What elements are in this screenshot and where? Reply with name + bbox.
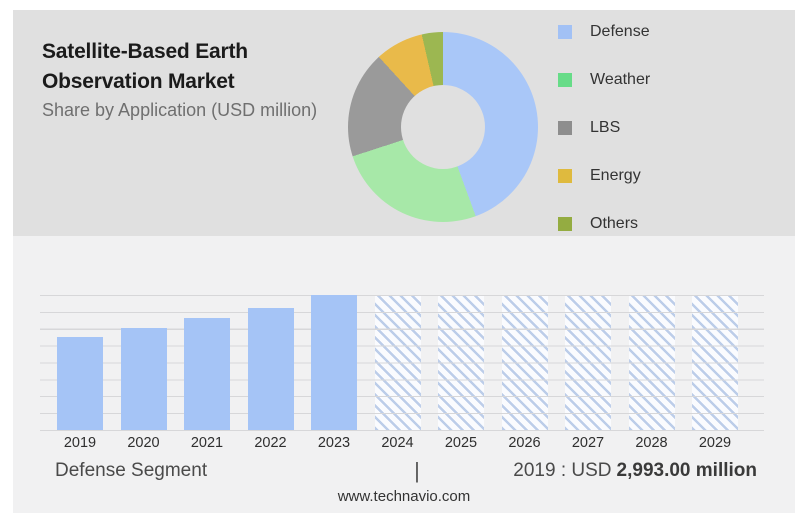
page-title-line-1: Satellite-Based Earth: [42, 40, 248, 63]
legend-item-energy: Energy: [558, 167, 650, 184]
legend-label-defense: Defense: [590, 23, 650, 40]
legend-label-energy: Energy: [590, 167, 641, 184]
bar-2023: [311, 295, 357, 430]
legend-swatch-energy: [558, 169, 572, 183]
legend-swatch-others: [558, 217, 572, 231]
donut-legend: Defense Weather LBS Energy Others: [558, 23, 651, 264]
donut-chart: [348, 32, 538, 222]
forecast-bar-2027: [565, 295, 611, 430]
header-panel: Satellite-Based Earth Observation Market…: [13, 10, 795, 236]
value-amount: 2,993.00 million: [616, 460, 757, 481]
forecast-bar-2025: [438, 295, 484, 430]
legend-item-defense: Defense: [558, 23, 650, 40]
footer-row: Defense Segment | 2019 : USD 2,993.00 mil…: [13, 458, 795, 484]
x-axis-label-2019: 2019: [63, 435, 97, 451]
x-axis-label-2025: 2025: [444, 435, 478, 451]
x-axis-label-2028: 2028: [635, 435, 668, 451]
bar-chart: [40, 295, 764, 431]
value-prefix: 2019 : USD: [513, 460, 612, 481]
website-text: www.technavio.com: [337, 488, 471, 505]
bar-2022: [247, 308, 294, 430]
x-axis-label-2022: 2022: [254, 435, 287, 451]
x-axis-label-2026: 2026: [508, 435, 541, 451]
donut-hole: [401, 85, 485, 169]
x-axis-label-2021: 2021: [190, 435, 224, 451]
x-axis-label-2027: 2027: [571, 435, 605, 451]
bar-2019: [57, 337, 103, 430]
legend-swatch-lbs: [558, 121, 572, 135]
x-axis-label-2020: 2020: [127, 435, 160, 451]
legend-swatch-weather: [558, 73, 572, 87]
legend-item-weather: Weather: [558, 71, 651, 88]
segment-label: Defense Segment: [55, 460, 208, 481]
x-axis: 2019 2020 2021 2022 2023 2024 2025 2026 2027 2028…: [40, 435, 764, 453]
forecast-bar-2024: [374, 295, 421, 430]
bar-chart-panel: 2019 2020 2021 2022 2023 2024 2025 2026 2027 2028…: [13, 236, 795, 513]
bar-2020: [120, 328, 167, 430]
segment-value: 2019 : USD 2,993.00 million: [513, 460, 757, 482]
forecast-bar-2029: [692, 295, 738, 430]
page-title-line-2: Observation Market: [42, 70, 235, 93]
legend-label-lbs: LBS: [590, 119, 621, 136]
bar-2021: [184, 318, 230, 430]
legend-swatch-defense: [558, 25, 572, 39]
forecast-bar-2028: [628, 295, 675, 430]
legend-label-weather: Weather: [590, 71, 651, 88]
separator: |: [414, 458, 420, 483]
legend-label-others: Others: [590, 215, 639, 232]
legend-item-lbs: LBS: [558, 119, 650, 136]
x-axis-label-2023: 2023: [317, 435, 351, 451]
forecast-bar-2026: [501, 295, 548, 430]
page-subtitle: Share by Application (USD million): [42, 100, 318, 120]
x-axis-label-2024: 2024: [381, 435, 414, 451]
x-axis-label-2029: 2029: [698, 435, 732, 451]
legend-item-others: Others: [558, 215, 650, 232]
